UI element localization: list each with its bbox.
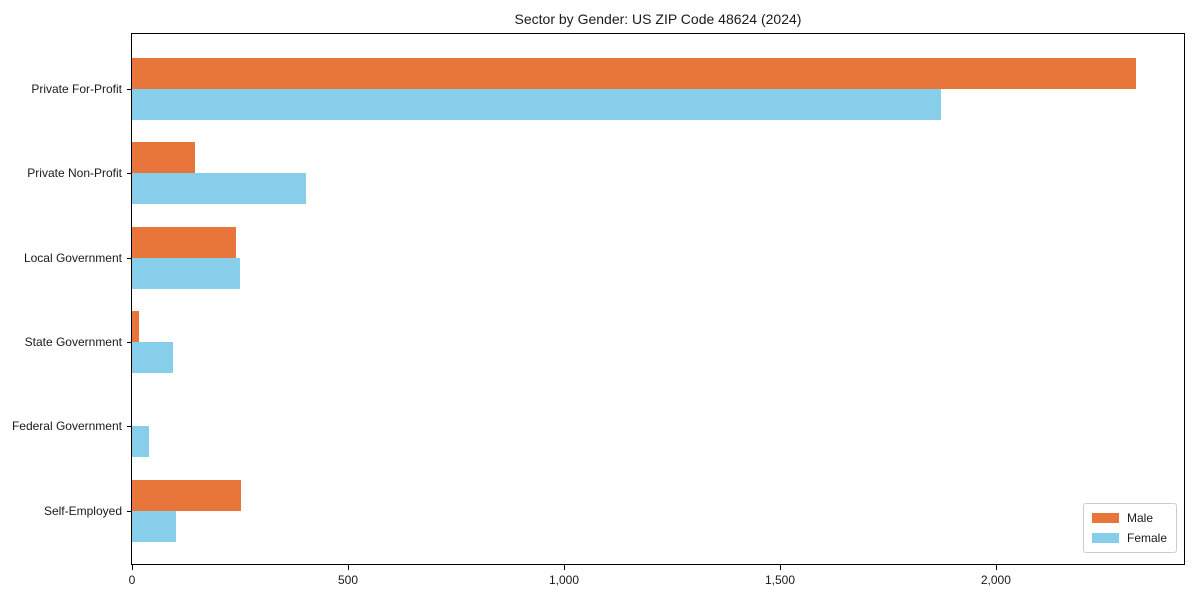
x-tick-mark (348, 565, 349, 570)
bar-male-3 (132, 226, 236, 258)
legend-swatch-male (1091, 513, 1119, 523)
y-tick-label: Federal Government (11, 419, 122, 434)
legend-label: Female (1126, 531, 1167, 545)
bar-female-3 (132, 257, 241, 289)
bar-male-6 (132, 479, 242, 511)
bar-female-4 (132, 341, 173, 373)
legend-entry-male: Male (1091, 511, 1167, 525)
x-tick-mark (564, 565, 565, 570)
y-tick-mark (127, 341, 132, 343)
bar-female-6 (132, 510, 177, 542)
bar-female-2 (132, 173, 306, 205)
legend-entry-female: Female (1091, 531, 1167, 545)
bar-male-1 (132, 58, 1136, 89)
x-tick-mark (995, 565, 997, 570)
x-tick-label: 0 (128, 573, 136, 587)
x-tick-label: 1,500 (764, 573, 796, 587)
y-tick-mark (127, 257, 132, 259)
x-tick-mark (780, 565, 781, 570)
bar-female-1 (132, 89, 941, 120)
plot-area: Private For-Profit Private Non-Profit Loca… (12, 33, 1185, 587)
bar-male-2 (132, 142, 195, 174)
bar-female-5 (132, 426, 150, 458)
x-tick-label: 1,000 (548, 573, 580, 587)
y-tick-label: Self-Employed (43, 503, 122, 518)
x-tick-mark (132, 565, 133, 570)
legend-label: Male (1126, 511, 1153, 525)
y-tick-mark (127, 510, 132, 512)
chart-title: Sector by Gender: US ZIP Code 48624 (202… (514, 11, 802, 27)
legend-swatch-female (1091, 533, 1119, 543)
y-tick-mark (127, 426, 132, 428)
x-tick-label: 500 (337, 573, 359, 587)
y-tick-label: Local Government (23, 250, 122, 265)
y-tick-label: State Government (24, 334, 122, 349)
legend: Male Female (1082, 503, 1177, 553)
x-tick-label: 2,000 (980, 573, 1011, 587)
y-tick-mark (127, 89, 132, 90)
y-tick-label: Private Non-Profit (27, 166, 122, 181)
y-tick-mark (127, 173, 132, 175)
bar-male-4 (132, 310, 140, 342)
y-tick-label: Private For-Profit (31, 82, 122, 96)
